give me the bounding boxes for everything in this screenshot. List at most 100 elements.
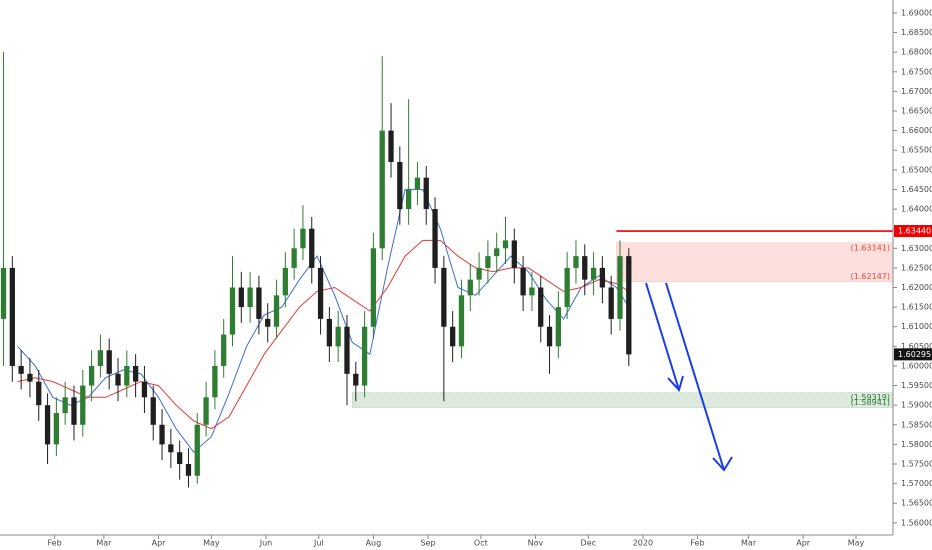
candle-body [555,307,561,347]
y-tick-label: 1.66500 [901,107,932,116]
candle-body [590,267,597,280]
candle-body [511,240,517,268]
x-tick-label: May [848,539,865,548]
y-tick-label: 1.65000 [901,165,932,174]
candle-body [370,248,377,327]
candle-body [626,256,632,355]
x-tick-label: Mar [96,539,112,548]
candle-body [494,248,500,257]
candle-body [335,326,341,347]
x-tick-label: Feb [690,539,704,548]
candle-body [599,267,606,288]
y-tick-label: 1.58500 [901,420,932,429]
moving-averages [17,188,630,453]
zone-bottom-label: (1.58941) [851,398,890,407]
candle-body [432,209,438,268]
candle-body [546,326,553,347]
candle-body [361,326,368,386]
candle-body [247,287,253,308]
candle-body [388,130,394,162]
axis-labels: 1.56000 1.56500 1.57000 1.57500 1.58000 1.585… [48,8,932,548]
candle-body [564,267,570,308]
candle-body [132,365,139,382]
zone [351,392,894,408]
candle-body [159,424,165,445]
y-tick-label: 1.56500 [901,499,932,508]
candle-body [221,334,227,366]
candle-body [353,373,359,386]
candles [0,52,632,488]
candle-body [150,397,156,425]
moving-average [17,188,630,453]
candle-body [573,256,579,268]
y-tick-label: 1.68000 [901,48,932,57]
candle-body [141,381,148,398]
y-tick-label: 1.57000 [901,479,932,488]
level-label-box [894,225,932,238]
zone [616,242,894,283]
y-tick-label: 1.56000 [901,518,932,527]
y-tick-label: 1.61000 [901,322,932,331]
candle-body [282,267,288,296]
axes [0,0,897,539]
candle-body [485,256,491,268]
candle-body [467,279,473,296]
candle-body [582,256,588,280]
y-tick-label: 1.59000 [901,401,932,410]
candle-body [115,373,121,386]
candle-body [529,287,535,296]
x-tick-label: Dec [581,539,596,548]
y-tick-label: 1.66000 [901,126,932,135]
candle-body [168,444,174,453]
y-tick-label: 1.64500 [901,185,932,194]
candle-body [212,365,218,398]
candle-body [80,385,86,425]
candle-body [414,177,421,190]
candle-body [88,365,95,386]
candle-body [273,295,280,327]
x-tick-label: Oct [474,539,488,548]
level-label: 1.63440 [898,227,931,236]
candle-body [608,287,614,319]
candle-body [520,267,526,296]
arrow-line [665,282,725,471]
candle-body [9,267,15,366]
candle-body [106,350,112,374]
candle-body [538,287,544,327]
y-tick-label: 1.57500 [901,460,932,469]
candle-body [265,318,271,327]
candle-body [502,240,509,249]
zone-top-label: (1.63141) [851,243,890,252]
candle-body [476,267,482,280]
candle-body [71,397,77,425]
candle-body [0,267,7,319]
arrow-head [712,456,733,472]
candle-body [27,373,33,382]
candle-body [379,130,385,249]
x-tick-label: Feb [48,539,62,548]
x-tick-label: Jul [313,539,324,548]
candle-body [256,287,262,319]
last-price-box [894,348,932,361]
x-tick-label: Apr [796,539,811,548]
x-tick-label: Apr [152,539,167,548]
y-tick-label: 1.61500 [901,303,932,312]
candle-body [423,177,429,210]
y-tick-label: 1.63000 [901,244,932,253]
candle-body [238,287,244,308]
y-tick-label: 1.68500 [901,28,932,37]
y-tick-label: 1.64000 [901,205,932,214]
y-tick-label: 1.59500 [901,381,932,390]
candle-body [177,452,183,465]
x-tick-label: 2020 [633,539,653,548]
forecast-arrows [645,282,733,472]
arrow-head [667,375,684,392]
candle-body [344,326,350,374]
candle-body [309,228,315,268]
candle-body [18,365,24,374]
x-tick-label: Nov [528,539,544,548]
candle-body [229,287,236,335]
y-tick-label: 1.58000 [901,440,932,449]
candle-body [617,256,623,319]
